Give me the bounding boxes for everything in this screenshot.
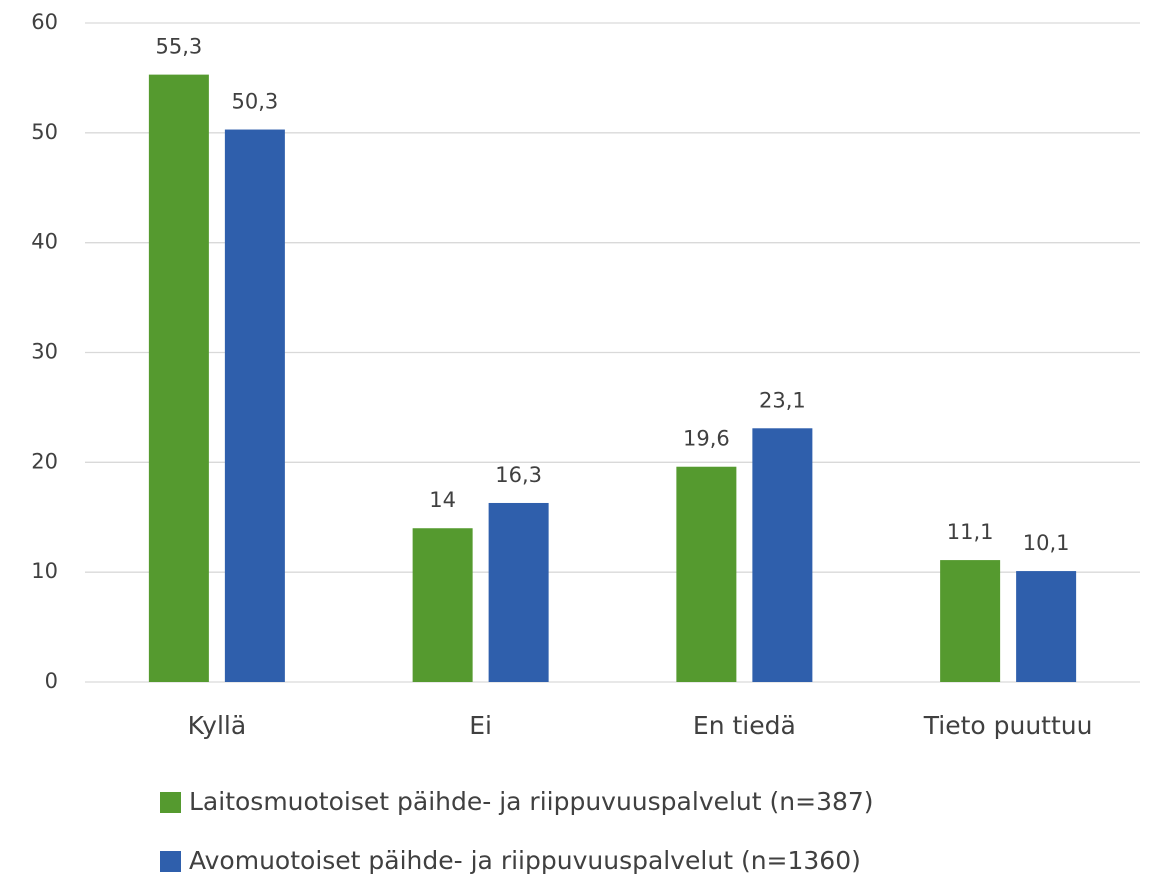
bar [1016,571,1077,682]
value-label: 10,1 [1023,531,1070,555]
legend-swatch [160,792,181,813]
y-tick-label: 20 [31,449,58,473]
bar [676,466,737,682]
x-tick-label: Ei [469,711,492,740]
x-tick-label: Kyllä [188,711,247,740]
bar [412,528,473,682]
bar [940,560,1001,682]
bar [752,428,813,682]
value-label: 50,3 [231,90,278,114]
bar [488,502,549,682]
value-label: 11,1 [947,520,994,544]
y-tick-label: 30 [31,340,58,364]
x-tick-label: En tiedä [693,711,796,740]
bar [224,129,285,682]
y-tick-label: 60 [31,10,58,34]
x-tick-label: Tieto puuttuu [923,711,1093,740]
legend-label: Laitosmuotoiset päihde- ja riippuvuuspal… [189,787,874,816]
legend-swatch [160,851,181,872]
value-label: 16,3 [495,463,542,487]
value-label: 23,1 [759,388,806,412]
y-tick-label: 0 [45,669,58,693]
y-tick-label: 10 [31,559,58,583]
legend-label: Avomuotoiset päihde- ja riippuvuuspalvel… [189,846,861,875]
value-label: 14 [429,488,456,512]
value-label: 55,3 [155,35,202,59]
bar [148,74,209,683]
y-tick-label: 40 [31,230,58,254]
value-label: 19,6 [683,427,730,451]
y-tick-label: 50 [31,120,58,144]
